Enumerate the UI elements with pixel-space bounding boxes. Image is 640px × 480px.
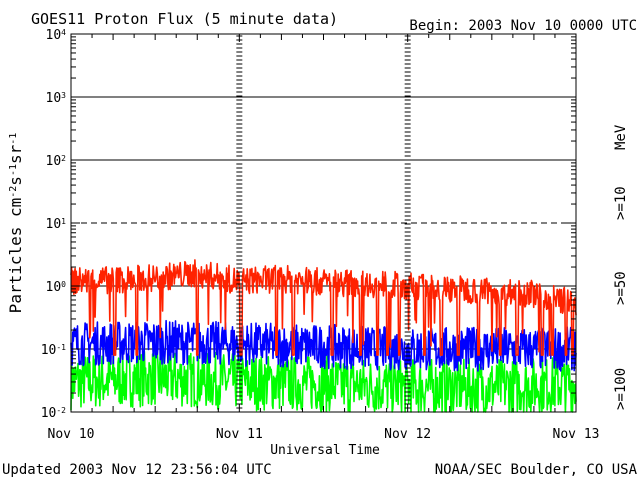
series-line-ge100 — [70, 349, 577, 413]
y-tick-label: 101 — [46, 217, 67, 233]
y-axis-label: Particles cm-2s-1sr-1 — [6, 133, 25, 314]
day-separator-ticks — [236, 35, 411, 409]
credit-text: NOAA/SEC Boulder, CO USA — [435, 462, 638, 478]
series-lines — [70, 259, 577, 413]
series-line-ge10 — [70, 259, 577, 357]
updated-timestamp: Updated 2003 Nov 12 23:56:04 UTC — [2, 462, 272, 478]
y-axis-label-text: Particles cm-2s-1sr-1 — [6, 133, 25, 314]
y-tick-label: 10-2 — [41, 406, 66, 422]
x-tick-label: Nov 13 — [553, 427, 600, 442]
legend-entry-ge10: >=10 — [613, 186, 629, 220]
legend: MeV >=10 >=50 >=100 — [613, 124, 629, 410]
chart-title: GOES11 Proton Flux (5 minute data) — [31, 10, 338, 28]
y-tick-label: 100 — [46, 280, 67, 296]
x-tick-label: Nov 12 — [384, 427, 431, 442]
x-tick-label: Nov 11 — [216, 427, 263, 442]
legend-entry-ge50: >=50 — [613, 271, 629, 305]
legend-unit: MeV — [613, 124, 629, 150]
y-tick-label: 102 — [46, 154, 67, 170]
x-axis: Nov 10 Nov 11 Nov 12 Nov 13 — [48, 34, 600, 442]
y-tick-label: 103 — [46, 91, 67, 107]
y-axis: 10-2 10-1 100 101 102 103 104 — [41, 28, 576, 422]
y-tick-label: 10-1 — [41, 343, 66, 359]
x-tick-label: Nov 10 — [48, 427, 95, 442]
y-tick-label: 104 — [46, 28, 67, 44]
x-axis-label: Universal Time — [270, 443, 380, 458]
legend-entry-ge100: >=100 — [613, 368, 629, 410]
begin-date: Begin: 2003 Nov 10 0000 UTC — [409, 18, 637, 34]
